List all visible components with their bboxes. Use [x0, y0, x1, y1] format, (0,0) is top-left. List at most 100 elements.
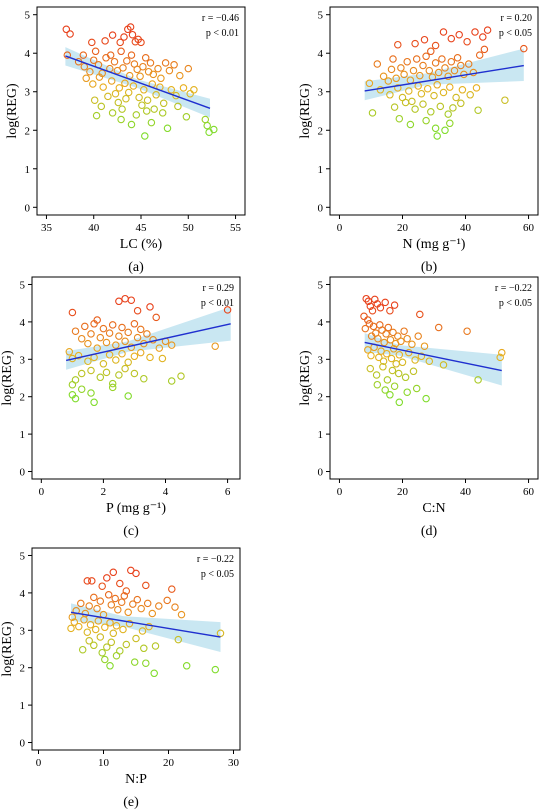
data-point — [427, 108, 435, 116]
data-point — [121, 79, 129, 88]
data-point — [129, 82, 138, 90]
x-tick-label: 55 — [230, 222, 242, 234]
x-tick-label: 45 — [136, 222, 148, 234]
data-point — [431, 124, 440, 133]
data-point — [84, 357, 92, 365]
y-tick-label: 1 — [20, 429, 26, 441]
data-point — [91, 47, 100, 56]
data-point — [405, 87, 413, 95]
data-point — [96, 333, 105, 342]
data-point — [138, 627, 147, 635]
data-point — [447, 34, 456, 43]
data-point — [133, 333, 142, 342]
data-point — [360, 312, 368, 321]
data-point — [142, 581, 150, 590]
data-point — [427, 47, 435, 56]
data-point — [190, 86, 198, 94]
data-point — [86, 67, 94, 76]
data-point — [412, 55, 421, 63]
y-tick-label: 0 — [318, 202, 324, 214]
data-point — [117, 47, 125, 56]
data-point — [99, 83, 107, 91]
data-point — [384, 77, 393, 85]
data-point — [182, 113, 191, 121]
data-point — [87, 389, 95, 397]
data-point — [431, 41, 440, 50]
data-point — [422, 116, 430, 125]
data-point — [425, 66, 434, 75]
y-tick-label: 1 — [25, 164, 31, 176]
data-point — [121, 294, 129, 303]
x-tick-label: 0 — [36, 757, 42, 769]
data-point — [361, 324, 370, 333]
data-point — [109, 629, 118, 638]
data-point — [387, 354, 396, 363]
data-point — [149, 70, 158, 79]
data-point — [366, 302, 375, 310]
data-point — [128, 30, 137, 39]
data-point — [119, 625, 127, 634]
data-point — [78, 645, 87, 654]
panel-e: 0 10 20 30 0 1 2 3 4 5 r = −0.22 p < 0.05 N:P log(REG… — [0, 547, 241, 810]
data-point — [408, 340, 416, 349]
data-point — [170, 61, 178, 69]
data-point — [403, 334, 411, 343]
data-point — [365, 79, 374, 88]
data-point — [112, 341, 120, 349]
data-point — [68, 380, 77, 389]
x-tick-label: 30 — [228, 757, 240, 769]
data-point — [81, 322, 89, 331]
data-point — [127, 51, 136, 59]
data-point — [132, 634, 140, 643]
data-point — [463, 37, 471, 46]
data-point — [105, 351, 114, 359]
data-point — [501, 96, 509, 104]
data-point — [520, 44, 528, 53]
data-point — [471, 28, 479, 36]
data-point — [92, 111, 101, 120]
data-point — [184, 64, 193, 73]
data-point — [389, 328, 397, 337]
regression-line — [70, 611, 221, 638]
x-tick-label: 60 — [523, 222, 535, 234]
y-tick-label: 1 — [318, 164, 324, 176]
data-point — [438, 55, 446, 63]
data-point — [463, 327, 471, 335]
data-point — [211, 665, 220, 674]
data-point — [446, 83, 454, 91]
data-point — [379, 72, 388, 81]
y-tick-label: 1 — [318, 429, 324, 441]
data-point — [102, 368, 111, 377]
data-point — [401, 373, 410, 382]
data-point — [155, 344, 164, 352]
annotation-p: p < 0.01 — [201, 298, 234, 309]
data-point — [409, 66, 418, 75]
data-point — [77, 334, 86, 343]
data-point — [165, 66, 174, 75]
panel-label: (b) — [421, 260, 438, 275]
data-point — [101, 623, 109, 632]
data-point — [409, 367, 418, 376]
data-point — [112, 356, 120, 364]
x-tick-label: 0 — [337, 222, 343, 234]
data-point — [103, 574, 111, 582]
data-point — [99, 360, 108, 368]
data-point — [77, 369, 86, 378]
data-point — [388, 366, 397, 375]
panel-label: (a) — [128, 260, 144, 275]
data-point — [130, 369, 139, 378]
data-point — [96, 373, 105, 382]
y-axis-label: log(REG) — [298, 350, 313, 406]
data-point — [167, 86, 176, 94]
panel-d: 0 20 40 60 0 1 2 3 4 5 r = −0.22 p < 0.05 C:N log(REG… — [298, 276, 539, 539]
data-point — [403, 57, 411, 66]
y-tick-label: 5 — [20, 279, 26, 291]
data-point — [77, 385, 86, 393]
data-point — [433, 132, 441, 140]
x-axis-label: N:P — [125, 772, 147, 787]
data-point — [373, 60, 382, 68]
data-point — [167, 377, 176, 385]
data-point — [368, 306, 377, 315]
data-point — [420, 35, 429, 44]
